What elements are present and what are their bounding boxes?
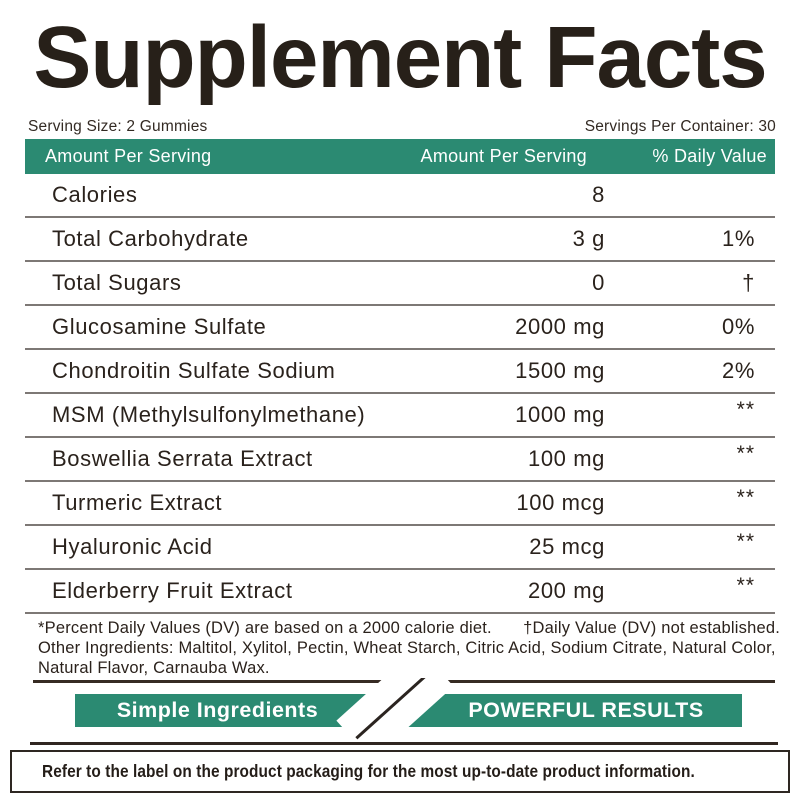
ingredient-name: Turmeric Extract (52, 490, 223, 515)
ingredient-name: Calories (52, 182, 138, 207)
not-established-note: †Daily Value (DV) not established. (523, 619, 780, 637)
ingredient-daily-value: ** (736, 486, 755, 509)
table-row: Boswellia Serrata Extract 100 mg ** (25, 438, 775, 482)
ingredient-daily-value: 0% (722, 314, 755, 339)
ingredient-daily-value: 1% (722, 226, 755, 251)
serving-size-label: Serving Size: 2 Gummies (28, 118, 208, 135)
table-row: Chondroitin Sulfate Sodium 1500 mg 2% (25, 350, 775, 394)
ingredient-name: Boswellia Serrata Extract (52, 446, 313, 471)
ingredient-amount: 2000 mg (515, 314, 605, 339)
ingredient-name: Hyaluronic Acid (52, 534, 213, 559)
header-amount-per-serving-left: Amount Per Serving (45, 146, 212, 166)
page-title: Supplement Facts (33, 9, 767, 106)
tagline-right: POWERFUL RESULTS (468, 698, 704, 722)
header-daily-value: % Daily Value (652, 146, 767, 166)
table-row: Total Carbohydrate 3 g 1% (25, 218, 775, 262)
ingredient-daily-value: † (742, 270, 755, 295)
ingredient-amount: 0 (592, 270, 605, 295)
ingredient-name: Total Sugars (52, 270, 182, 295)
ingredient-amount: 8 (592, 182, 605, 207)
ingredient-amount: 1000 mg (515, 402, 605, 427)
banner-zone: Simple Ingredients POWERFUL RESULTS (0, 678, 800, 742)
table-row: Turmeric Extract 100 mcg ** (25, 482, 775, 526)
table-row: MSM (Methylsulfonylmethane) 1000 mg ** (25, 394, 775, 438)
table-row: Calories 8 (25, 174, 775, 218)
ingredient-amount: 100 mcg (516, 490, 605, 515)
ingredient-name: Elderberry Fruit Extract (52, 578, 293, 603)
serving-info: Serving Size: 2 Gummies Servings Per Con… (28, 114, 776, 136)
ingredient-name: Total Carbohydrate (52, 226, 249, 251)
ingredient-name: Glucosamine Sulfate (52, 314, 267, 339)
ingredient-daily-value: 2% (722, 358, 755, 383)
footnotes: *Percent Daily Values (DV) are based on … (38, 618, 780, 678)
disclaimer-text: Refer to the label on the product packag… (42, 760, 695, 781)
table-header: Amount Per Serving Amount Per Serving % … (25, 139, 775, 174)
ingredient-amount: 1500 mg (515, 358, 605, 383)
ingredient-amount: 100 mg (528, 446, 605, 471)
ingredient-daily-value: ** (736, 574, 755, 597)
ingredient-amount: 25 mcg (529, 534, 605, 559)
ingredient-amount: 3 g (572, 226, 605, 251)
other-ingredients-note: Other Ingredients: Maltitol, Xylitol, Pe… (38, 639, 776, 677)
tagline-left: Simple Ingredients (116, 698, 319, 722)
ingredient-name: MSM (Methylsulfonylmethane) (52, 402, 366, 427)
facts-table: Calories 8 Total Carbohydrate 3 g 1% Tot… (25, 174, 775, 614)
ingredient-daily-value: ** (736, 442, 755, 465)
ingredient-daily-value: ** (736, 398, 755, 421)
table-row: Glucosamine Sulfate 2000 mg 0% (25, 306, 775, 350)
disclaimer-box: Refer to the label on the product packag… (10, 749, 790, 793)
ingredient-amount: 200 mg (528, 578, 605, 603)
table-row: Total Sugars 0 † (25, 262, 775, 306)
divider-rule-bottom (30, 742, 778, 745)
header-amount-per-serving-right: Amount Per Serving (420, 146, 587, 166)
table-row: Elderberry Fruit Extract 200 mg ** (25, 570, 775, 614)
servings-per-container-label: Servings Per Container: 30 (584, 118, 776, 135)
table-row: Hyaluronic Acid 25 mcg ** (25, 526, 775, 570)
daily-value-note: *Percent Daily Values (DV) are based on … (38, 619, 492, 637)
ingredient-name: Chondroitin Sulfate Sodium (52, 358, 336, 383)
ingredient-daily-value: ** (736, 530, 755, 553)
